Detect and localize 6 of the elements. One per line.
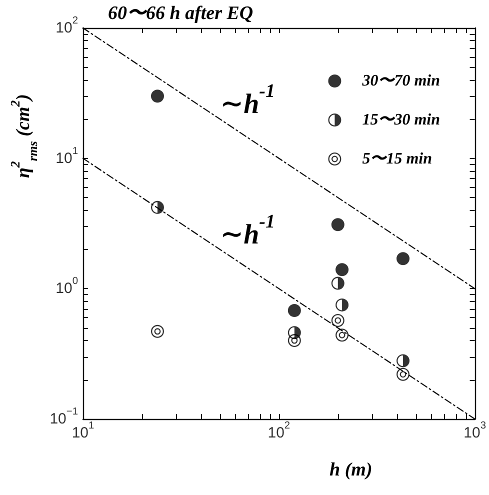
legend-label: 30〜70 min [361, 72, 440, 90]
legend-label: 5〜15 min [362, 150, 432, 168]
x-axis-title: h (m) [330, 460, 372, 481]
legend-label: 15〜30 min [362, 112, 440, 128]
y-axis-title: η2rms (cm2) [7, 94, 40, 178]
chart-title: 60〜66 h after EQ [108, 3, 254, 24]
